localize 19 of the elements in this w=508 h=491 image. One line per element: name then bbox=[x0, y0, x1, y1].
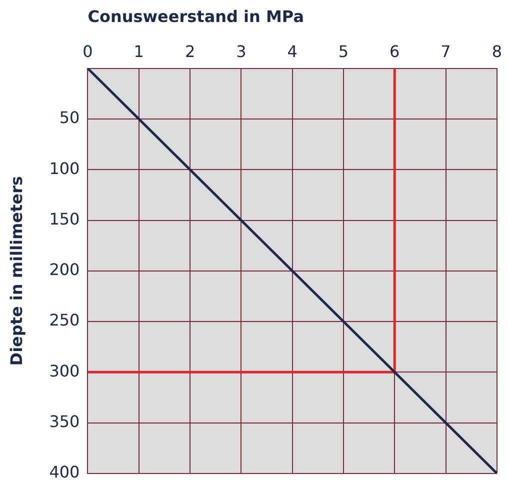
x-tick-label: 7 bbox=[440, 42, 451, 61]
x-tick-label: 4 bbox=[287, 42, 298, 61]
x-tick-label: 8 bbox=[492, 42, 502, 61]
y-axis-title: Diepte in millimeters bbox=[6, 176, 26, 366]
x-tick-label: 2 bbox=[184, 42, 196, 61]
y-tick-label: 350 bbox=[49, 412, 80, 431]
x-tick-label: 5 bbox=[338, 42, 349, 61]
x-tick-label: 1 bbox=[134, 42, 144, 61]
y-tick-label: 250 bbox=[49, 310, 80, 330]
y-tick-label: 400 bbox=[49, 462, 80, 482]
y-tick-label: 100 bbox=[49, 158, 80, 178]
x-tick-label: 0 bbox=[82, 42, 93, 61]
y-tick-label: 50 bbox=[59, 108, 80, 128]
y-tick-label: 200 bbox=[49, 260, 80, 280]
x-axis-title: Conusweerstand in MPa bbox=[88, 6, 304, 26]
y-tick-label: 300 bbox=[49, 361, 80, 380]
y-tick-label: 150 bbox=[49, 209, 80, 228]
x-tick-label: 3 bbox=[236, 42, 246, 61]
x-tick-label: 6 bbox=[390, 42, 400, 61]
